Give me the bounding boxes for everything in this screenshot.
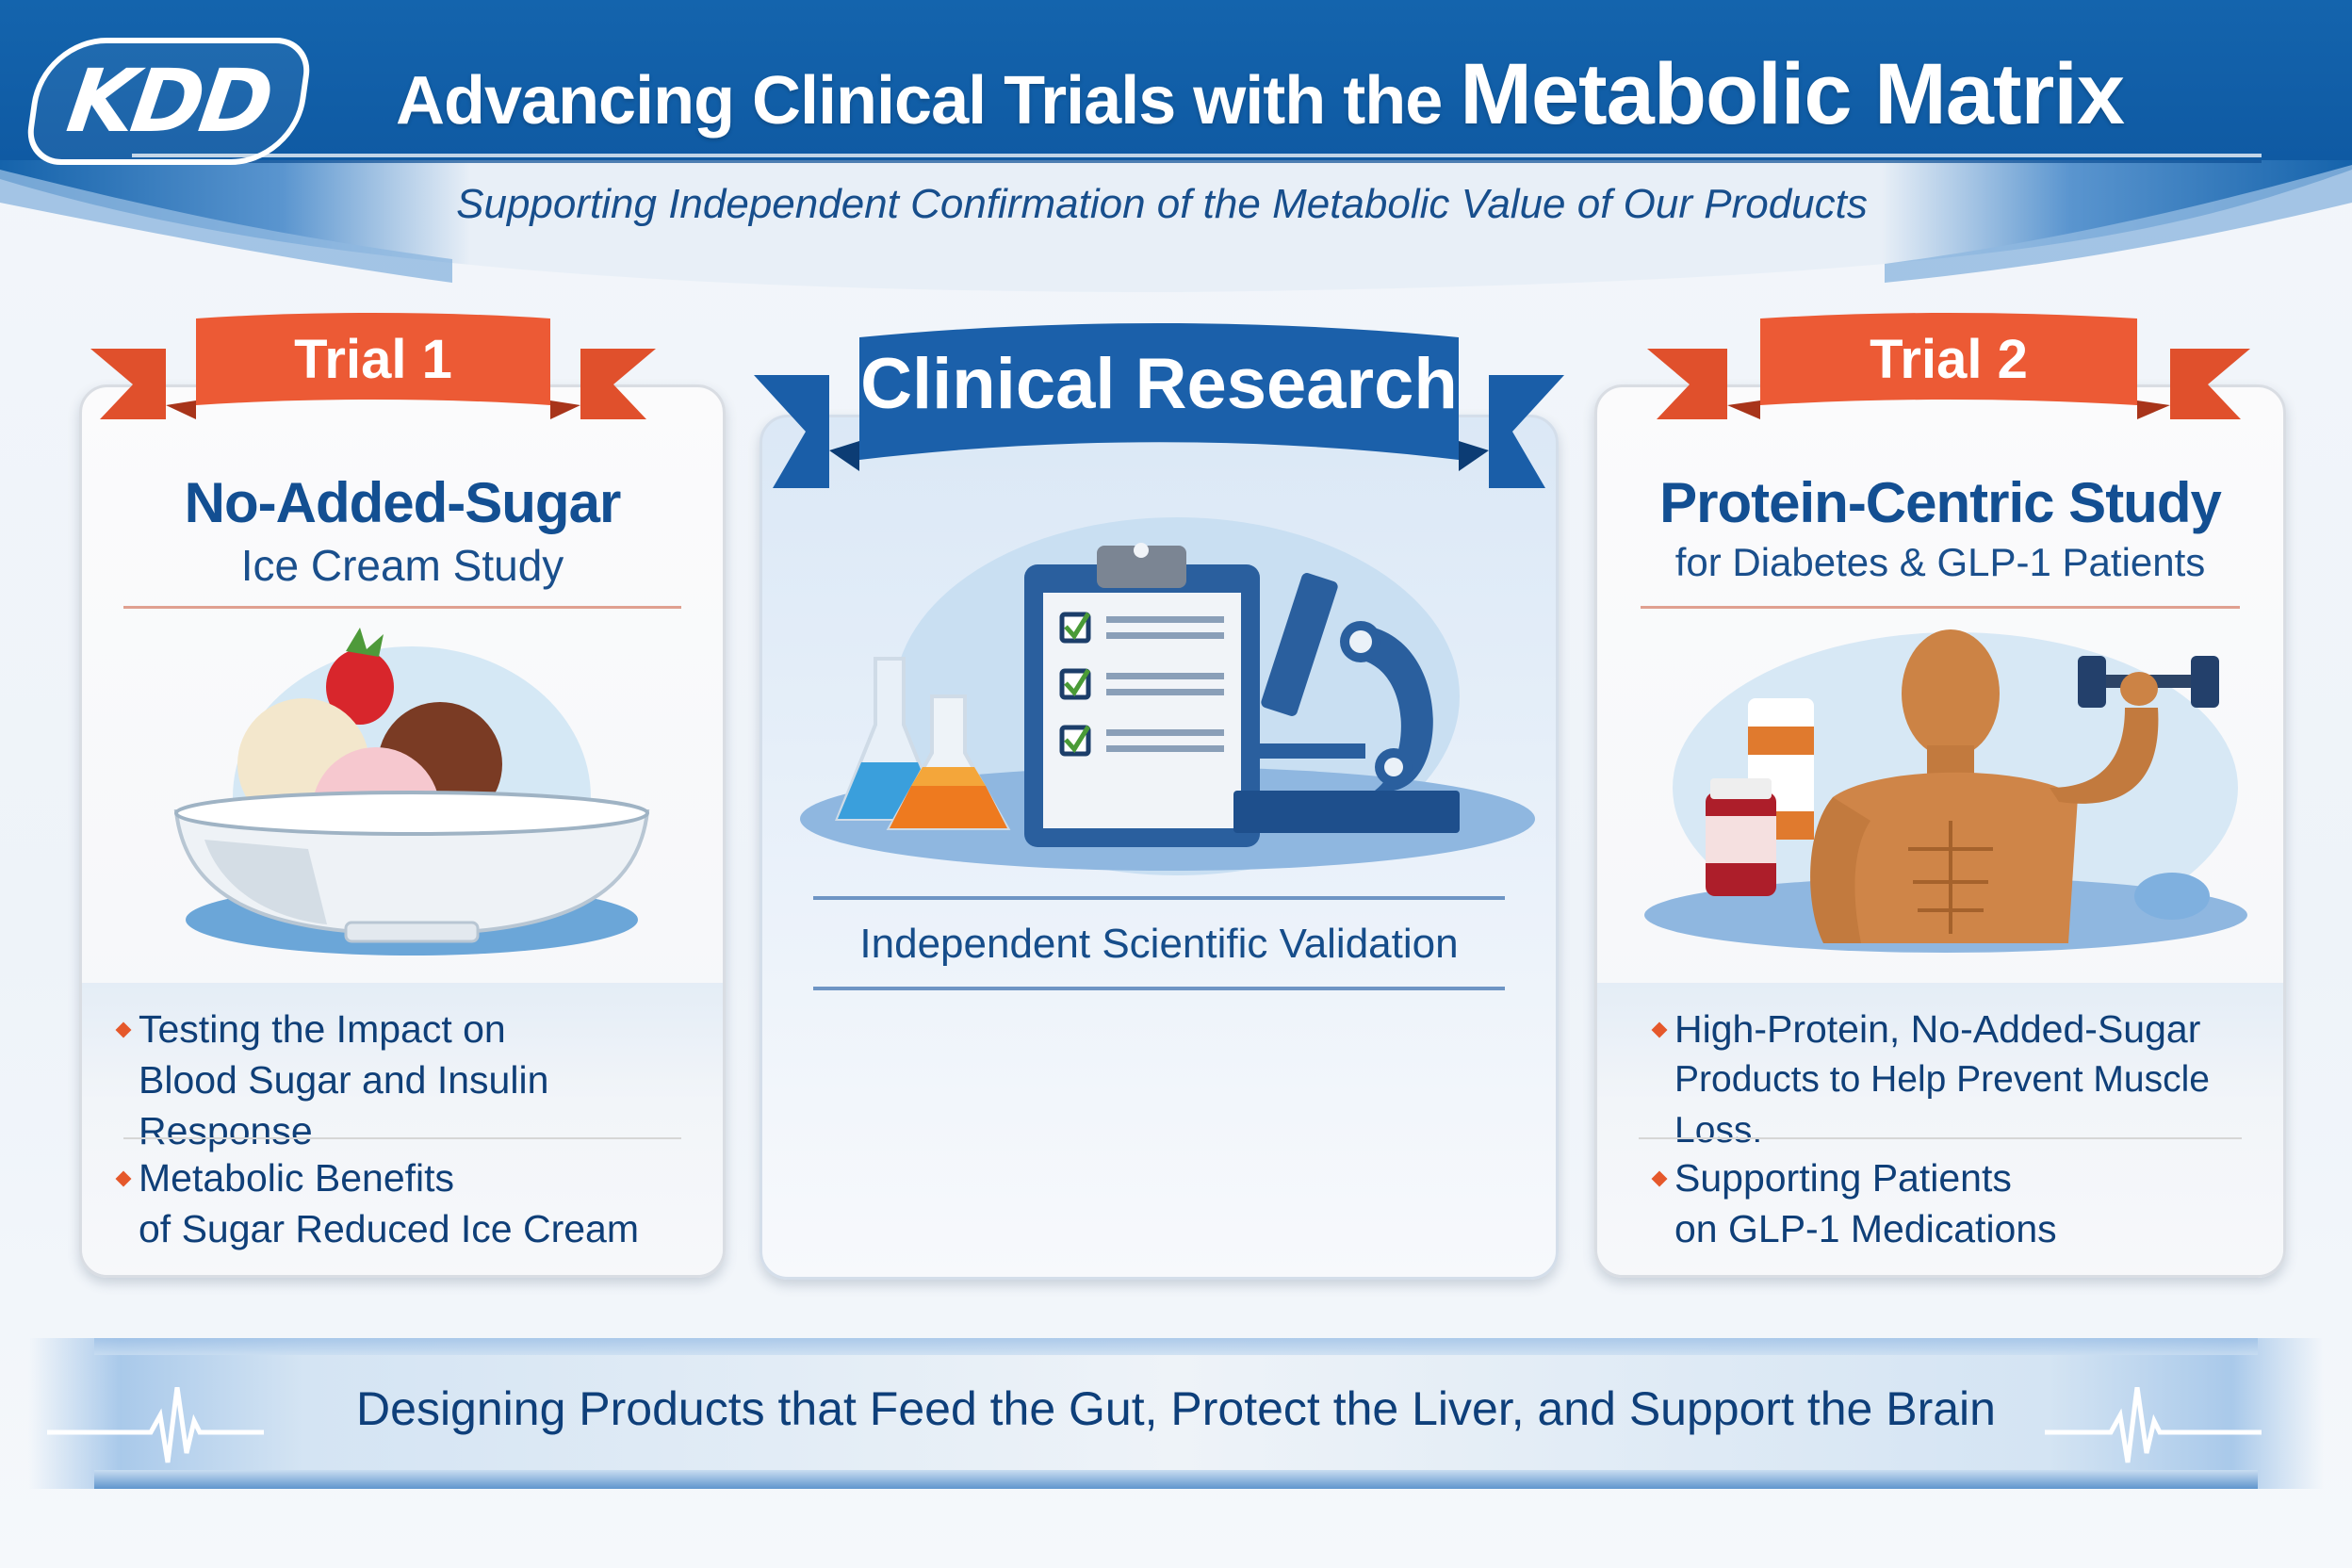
footer-bar-top bbox=[94, 1338, 2258, 1355]
clinical-research-ribbon: Clinical Research bbox=[754, 318, 1564, 507]
trial-1-bullet-2: Metabolic Benefits of Sugar Reduced Ice … bbox=[115, 1152, 708, 1254]
bullet-separator bbox=[1639, 1137, 2242, 1139]
trial-2-subtitle: for Diabetes & GLP-1 Patients bbox=[1674, 540, 2206, 584]
trial-1-title: No-Added-Sugar bbox=[184, 471, 622, 534]
trial-1-divider bbox=[123, 606, 681, 609]
ribbon-shape bbox=[90, 313, 656, 419]
ribbon-shape bbox=[754, 323, 1564, 488]
ice-cream-bowl-icon bbox=[173, 628, 650, 956]
title-part-1: Advancing Clinical Trials with the bbox=[396, 63, 1461, 139]
checkbox-icon bbox=[1059, 612, 1224, 757]
trial-2-divider bbox=[1641, 606, 2240, 609]
bullet-separator bbox=[123, 1137, 681, 1139]
bullet-diamond-icon bbox=[115, 1021, 132, 1038]
trial-1-ribbon: Trial 1 bbox=[90, 311, 656, 433]
trial-1-bullets: Testing the Impact on Blood Sugar and In… bbox=[82, 983, 723, 1275]
center-caption: Independent Scientific Validation bbox=[859, 921, 1459, 967]
trial-1-ribbon-label: Trial 1 bbox=[294, 329, 452, 390]
heartbeat-pulse-icon-left bbox=[47, 1387, 264, 1463]
heartbeat-pulse-icon-right bbox=[2045, 1387, 2262, 1463]
trial-2-bullets: High-Protein, No-Added-Sugar Products to… bbox=[1597, 983, 2283, 1275]
ribbon-shape bbox=[1647, 313, 2250, 419]
trial-1-card: No-Added-Sugar Ice Cream Study Testing t… bbox=[79, 384, 726, 1278]
footer-tagline: Designing Products that Feed the Gut, Pr… bbox=[356, 1382, 1996, 1435]
footer-bar-bottom bbox=[94, 1470, 2258, 1489]
header-banner: KDD Advancing Clinical Trials with the M… bbox=[0, 0, 2352, 311]
trial-2-title: Protein-Centric Study bbox=[1659, 471, 2222, 534]
logo-text: KDD bbox=[61, 51, 276, 152]
footer-banner: Designing Products that Feed the Gut, Pr… bbox=[28, 1338, 2324, 1489]
trial-2-bullet-2: Supporting Patients on GLP-1 Medications bbox=[1651, 1152, 2268, 1254]
clinical-research-card: Independent Scientific Validation bbox=[760, 415, 1559, 1280]
page-subtitle: Supporting Independent Confirmation of t… bbox=[456, 181, 1868, 227]
page-title: Advancing Clinical Trials with the Metab… bbox=[396, 45, 2148, 144]
trial-2-bullet-1: High-Protein, No-Added-Sugar Products to… bbox=[1651, 1004, 2268, 1156]
trial-2-ribbon-label: Trial 2 bbox=[1870, 329, 2028, 390]
trial-2-ribbon: Trial 2 bbox=[1647, 311, 2250, 433]
center-divider-bottom bbox=[813, 987, 1505, 990]
trial-1-bullet-1: Testing the Impact on Blood Sugar and In… bbox=[115, 1004, 708, 1156]
trial-1-subtitle: Ice Cream Study bbox=[240, 541, 564, 590]
trial-2-card: Protein-Centric Study for Diabetes & GLP… bbox=[1594, 384, 2286, 1278]
center-divider-top bbox=[813, 896, 1505, 900]
bullet-diamond-icon bbox=[1651, 1170, 1668, 1187]
bullet-diamond-icon bbox=[115, 1170, 132, 1187]
muscular-man-dumbbell-icon bbox=[1644, 629, 2247, 953]
kdd-logo: KDD bbox=[23, 38, 315, 165]
title-part-2: Metabolic Matrix bbox=[1460, 46, 2125, 142]
bullet-diamond-icon bbox=[1651, 1021, 1668, 1038]
lab-clipboard-microscope-icon bbox=[800, 517, 1535, 875]
header-wave-background bbox=[0, 0, 2352, 292]
clinical-research-ribbon-label: Clinical Research bbox=[860, 344, 1458, 424]
